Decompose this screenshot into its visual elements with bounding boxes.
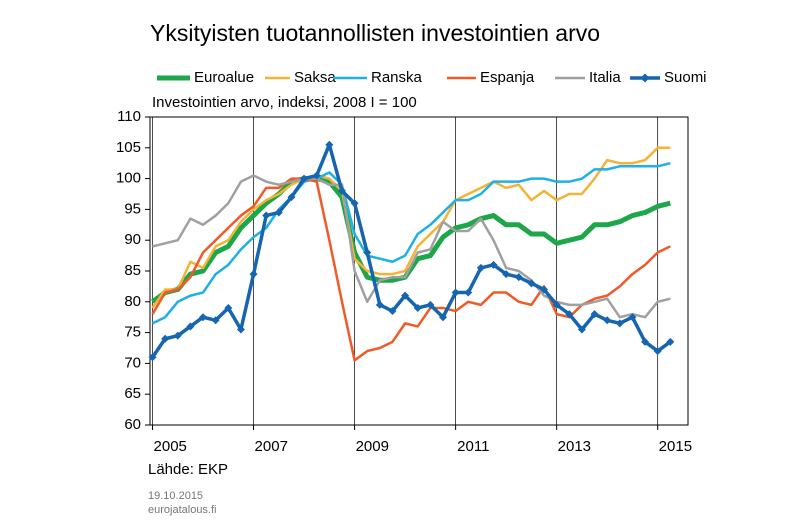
legend-label: Suomi <box>664 69 707 86</box>
x-tick-label: 2013 <box>558 438 591 455</box>
y-tick-label: 85 <box>124 262 141 279</box>
point-marker <box>527 279 536 288</box>
point-marker <box>438 313 447 322</box>
point-marker <box>199 313 208 322</box>
legend-label: Euroalue <box>194 69 254 86</box>
point-marker <box>590 310 599 319</box>
legend-marker <box>640 73 650 83</box>
point-marker <box>249 270 258 279</box>
y-tick-label: 65 <box>124 385 141 402</box>
y-tick-label: 105 <box>116 139 141 156</box>
point-marker <box>464 288 473 297</box>
point-marker <box>540 285 549 294</box>
x-tick-label: 2005 <box>154 438 187 455</box>
y-tick-label: 110 <box>117 108 141 125</box>
y-tick-label: 60 <box>124 416 141 433</box>
point-marker <box>603 316 612 325</box>
series-line <box>152 174 671 319</box>
point-marker <box>186 322 195 331</box>
source: Lähde: EKP <box>148 461 228 478</box>
point-marker <box>666 337 675 346</box>
point-marker <box>476 263 485 272</box>
x-tick-label: 2007 <box>255 438 288 455</box>
point-marker <box>337 186 346 195</box>
point-marker <box>451 288 460 297</box>
point-marker <box>161 334 170 343</box>
plot-frame <box>149 116 689 426</box>
y-tick-label: 75 <box>124 324 141 341</box>
point-marker <box>401 291 410 300</box>
point-marker <box>514 273 523 282</box>
point-marker <box>502 270 511 279</box>
x-tick-label: 2015 <box>659 438 692 455</box>
point-marker <box>148 353 157 362</box>
point-marker <box>287 193 296 202</box>
point-marker <box>312 171 321 180</box>
series-line <box>151 146 671 309</box>
point-marker <box>363 248 372 257</box>
point-marker <box>641 337 650 346</box>
point-marker <box>577 325 586 334</box>
chart-subtitle: Investointien arvo, indeksi, 2008 I = 10… <box>152 94 417 111</box>
y-tick-label: 100 <box>116 170 141 187</box>
legend-label: Saksa <box>294 69 336 86</box>
point-marker <box>426 300 435 309</box>
point-marker <box>565 310 574 319</box>
chart-title: Yksityisten tuotannollisten investointie… <box>150 20 600 46</box>
point-marker <box>236 325 245 334</box>
legend-label: Ranska <box>371 69 423 86</box>
point-marker <box>628 313 637 322</box>
x-tick-label: 2011 <box>457 438 489 455</box>
point-marker <box>615 319 624 328</box>
y-tick-label: 90 <box>124 231 141 248</box>
point-marker <box>173 331 182 340</box>
series-line <box>151 176 671 304</box>
y-tick-label: 80 <box>124 293 141 310</box>
point-marker <box>388 307 397 316</box>
y-tick-label: 70 <box>124 354 141 371</box>
point-marker <box>350 199 359 208</box>
x-tick-label: 2009 <box>356 438 389 455</box>
date: 19.10.2015 <box>148 490 203 502</box>
point-marker <box>552 300 561 309</box>
point-marker <box>274 208 283 217</box>
point-marker <box>413 303 422 312</box>
point-marker <box>653 347 662 356</box>
series-line <box>151 161 671 325</box>
point-marker <box>375 300 384 309</box>
site: eurojatalous.fi <box>148 504 217 516</box>
point-marker <box>211 316 220 325</box>
point-marker <box>489 260 498 269</box>
legend-label: Espanja <box>480 69 535 86</box>
y-tick-label: 95 <box>124 200 141 217</box>
point-marker <box>325 140 334 149</box>
series-line <box>151 142 672 359</box>
point-marker <box>300 174 309 183</box>
point-marker <box>224 303 233 312</box>
legend-label: Italia <box>589 69 621 86</box>
point-marker <box>262 211 271 220</box>
